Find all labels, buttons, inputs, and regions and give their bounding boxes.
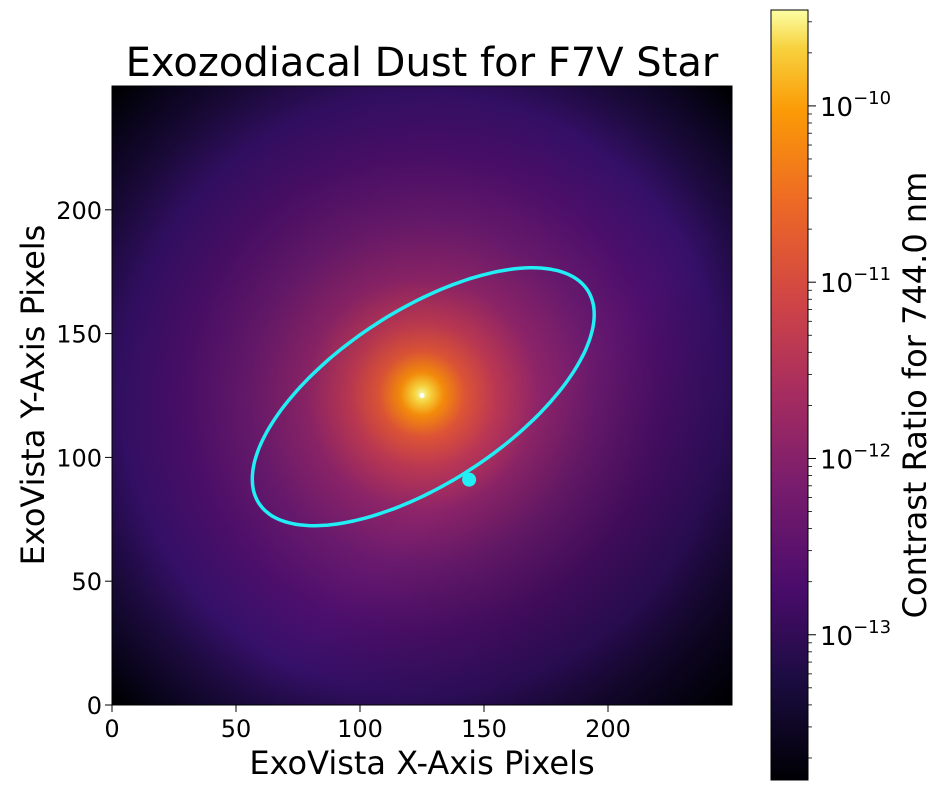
planet-orbit (250, 266, 596, 528)
x-tick-label: 0 (104, 715, 119, 743)
y-tick-label: 100 (56, 444, 102, 472)
y-axis-label: ExoVista Y-Axis Pixels (14, 225, 52, 566)
y-tick-label: 0 (87, 692, 102, 720)
plot-frame (111, 85, 733, 706)
x-tick-label: 150 (461, 715, 507, 743)
colorbar-tick-label: 10−11 (820, 264, 891, 299)
y-axis: 0 50 100 150 200 (56, 197, 112, 720)
planet-marker (462, 472, 477, 487)
x-axis: 0 50 100 150 200 (104, 705, 631, 743)
colorbar-tick-label: 10−10 (820, 88, 891, 123)
colorbar-label: Contrast Ratio for 744.0 nm (896, 172, 934, 619)
colorbar-tick-label: 10−12 (820, 440, 891, 475)
y-tick-label: 200 (56, 197, 102, 225)
x-tick-label: 100 (337, 715, 383, 743)
x-tick-label: 50 (221, 715, 252, 743)
x-tick-label: 200 (585, 715, 631, 743)
y-tick-label: 50 (71, 568, 102, 596)
colorbar (770, 9, 809, 781)
star-marker (419, 393, 425, 398)
colorbar-tick-label: 10−13 (820, 617, 891, 652)
colorbar-axis: 10−13 10−12 10−11 10−10 (808, 21, 891, 759)
chart-title: Exozodiacal Dust for F7V Star (126, 40, 719, 86)
x-axis-label: ExoVista X-Axis Pixels (249, 744, 594, 782)
y-tick-label: 150 (56, 321, 102, 349)
